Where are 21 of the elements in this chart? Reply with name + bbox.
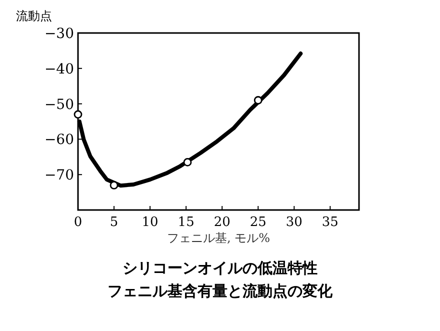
y-tick-label: −50: [44, 96, 74, 113]
x-tick-label: 35: [322, 215, 338, 230]
point: [110, 181, 118, 190]
y-tick-label: −40: [44, 61, 74, 78]
x-tick-label: 5: [110, 215, 118, 230]
y-tick-label: −30: [44, 26, 74, 42]
x-tick-label: 25: [250, 215, 266, 230]
x-tick-label: 10: [142, 215, 158, 230]
x-tick-label: 0: [74, 215, 82, 230]
y-axis-title: 流動点: [16, 9, 52, 23]
text: フェニル基含有量と流動点の変化: [108, 282, 334, 300]
x-tick-label: 30: [286, 215, 302, 230]
text: シリコーンオイルの低温特性: [122, 259, 318, 277]
y-tick-label: −70: [44, 168, 74, 184]
x-tick-label: 15: [178, 215, 194, 230]
y-tick-label: −60: [44, 132, 74, 148]
x-tick-label: 20: [214, 215, 230, 230]
point: [74, 110, 82, 119]
point: [183, 158, 192, 166]
point: [254, 96, 262, 104]
x-axis-title: フェニル基, モル%: [166, 231, 270, 245]
